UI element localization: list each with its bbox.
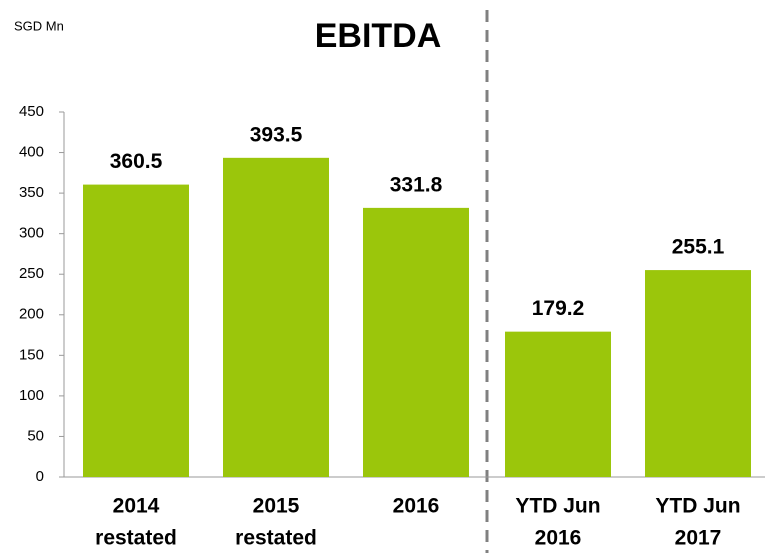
y-tick-label: 300 [19,225,44,242]
x-tick-label: restated [95,527,177,550]
x-tick-label: YTD Jun [655,495,740,518]
y-axis-label: SGD Mn [14,18,64,33]
x-tick-label: 2017 [675,527,722,550]
value-label: 331.8 [390,173,443,196]
y-tick-label: 350 [19,184,44,201]
bar [83,184,189,477]
x-tick-label: restated [235,527,317,550]
x-tick-label: 2016 [535,527,582,550]
y-tick-label: 400 [19,144,44,161]
bar [505,331,611,477]
bar [223,157,329,478]
x-tick-label: 2014 [113,495,160,518]
y-tick-label: 450 [19,103,44,120]
x-tick-label: YTD Jun [515,495,600,518]
value-label: 255.1 [672,236,725,259]
x-tick-label: 2016 [393,495,440,518]
y-tick-label: 100 [19,387,44,404]
bar [363,207,469,477]
bar [645,270,751,477]
y-tick-label: 150 [19,346,44,363]
value-label: 179.2 [532,297,585,320]
value-label: 360.5 [110,150,163,173]
y-tick-label: 0 [36,468,44,485]
value-label: 393.5 [250,123,303,146]
y-tick-label: 200 [19,306,44,323]
chart-title: EBITDA [315,17,442,55]
x-tick-label: 2015 [253,495,300,518]
y-tick-label: 250 [19,265,44,282]
y-tick-label: 50 [27,427,44,444]
